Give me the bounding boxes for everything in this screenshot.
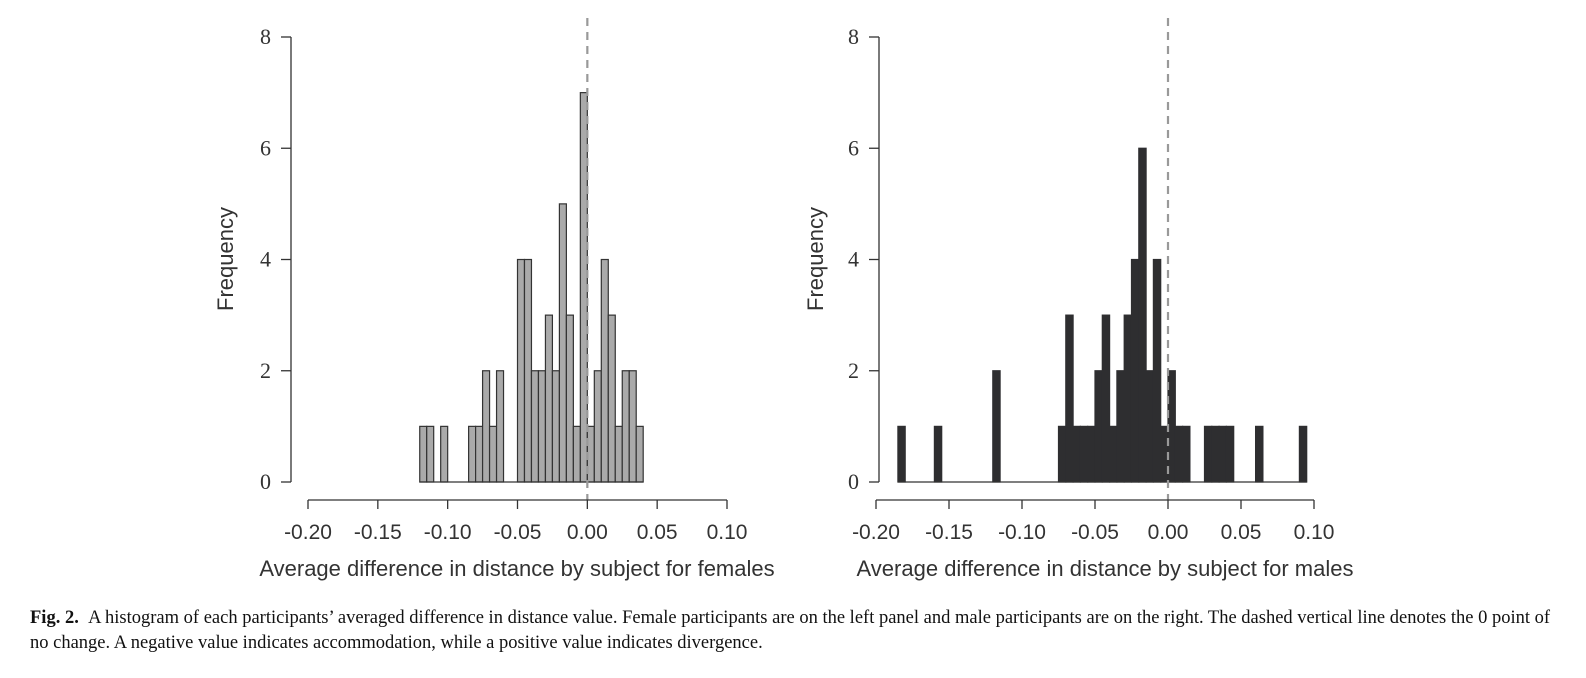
y-tick-label: 8 bbox=[260, 24, 271, 49]
figure-caption-text: A histogram of each participants’ averag… bbox=[30, 608, 1551, 653]
y-axis-label: Frequency bbox=[803, 207, 828, 311]
histogram-bar bbox=[468, 425, 477, 483]
histogram-bar bbox=[614, 425, 623, 483]
histogram-bar bbox=[475, 425, 484, 483]
x-tick-label: -0.10 bbox=[424, 521, 472, 544]
histogram-bar bbox=[593, 370, 602, 483]
histogram-bar bbox=[488, 425, 498, 483]
histogram-bar bbox=[607, 314, 616, 483]
x-tick-label: -0.10 bbox=[998, 521, 1046, 544]
histogram-bar bbox=[1065, 314, 1074, 483]
histogram-bar bbox=[530, 370, 540, 483]
histogram-bar bbox=[1254, 425, 1264, 483]
y-tick-label: 2 bbox=[848, 358, 859, 383]
histogram-bar bbox=[1116, 370, 1125, 483]
x-tick-label: 0.05 bbox=[1221, 521, 1262, 544]
x-tick-label: -0.20 bbox=[284, 521, 332, 544]
x-axis-label: Average difference in distance by subjec… bbox=[857, 556, 1354, 581]
y-tick-label: 0 bbox=[260, 469, 271, 494]
histogram-bar bbox=[419, 425, 428, 483]
x-tick-label: -0.05 bbox=[1071, 521, 1119, 544]
histogram-bar bbox=[933, 425, 943, 483]
y-tick-label: 8 bbox=[848, 24, 859, 49]
x-tick-label: -0.15 bbox=[925, 521, 973, 544]
histogram-bar bbox=[1101, 314, 1111, 483]
y-tick-label: 4 bbox=[260, 247, 271, 272]
histogram-bar bbox=[628, 370, 637, 483]
x-tick-label: 0.00 bbox=[1148, 521, 1189, 544]
histogram-bar bbox=[621, 370, 630, 483]
histogram-bar bbox=[558, 203, 567, 483]
histogram-bar bbox=[600, 258, 609, 483]
histogram-bar bbox=[1145, 370, 1154, 483]
histogram-bar bbox=[1123, 314, 1133, 483]
x-tick-label: 0.05 bbox=[637, 521, 678, 544]
histogram-bar bbox=[1211, 425, 1220, 483]
histogram-bar bbox=[426, 425, 435, 483]
male-histogram-panel: 0 2 4 6 8 -0.20 -0.15 -0.10 -0.05 0.00 0.05 0.10 Ave… bbox=[803, 18, 1353, 581]
histogram-bar bbox=[1181, 425, 1191, 483]
histogram-bar bbox=[1138, 147, 1147, 483]
histogram-bar bbox=[516, 258, 526, 483]
histogram-bar bbox=[440, 425, 449, 483]
x-tick-label: 0.10 bbox=[1294, 521, 1335, 544]
figure-caption: Fig. 2. A histogram of each participants… bbox=[30, 606, 1570, 656]
histogram-bar bbox=[1298, 425, 1308, 483]
x-tick-label: -0.15 bbox=[354, 521, 402, 544]
female-histogram-panel: 0 2 4 6 8 -0.20 -0.15 -0.10 -0.05 0.00 0.05 0.10 Ave… bbox=[213, 18, 775, 581]
histogram-bar bbox=[551, 370, 561, 483]
histogram-figure: 0 2 4 6 8 -0.20 -0.15 -0.10 -0.05 0.00 0.05 0.10 Ave… bbox=[213, 18, 1353, 581]
x-tick-label: 0.00 bbox=[567, 521, 608, 544]
histogram-bar bbox=[544, 314, 554, 483]
histogram-bar bbox=[495, 370, 505, 483]
histogram-bar bbox=[565, 314, 574, 483]
histogram-bar bbox=[1130, 258, 1140, 483]
x-tick-label: -0.05 bbox=[494, 521, 542, 544]
y-axis-label: Frequency bbox=[213, 207, 238, 311]
histogram-bar bbox=[1225, 425, 1235, 483]
histogram-bar bbox=[1218, 425, 1227, 483]
histogram-bar bbox=[572, 425, 581, 483]
histogram-bar bbox=[1174, 425, 1184, 483]
histogram-bar bbox=[1087, 425, 1096, 483]
x-tick-label: 0.10 bbox=[707, 521, 748, 544]
histogram-bar bbox=[1108, 425, 1118, 483]
histogram-bar bbox=[1079, 425, 1089, 483]
histogram-bar bbox=[635, 425, 644, 483]
y-tick-label: 0 bbox=[848, 469, 859, 494]
histogram-bar bbox=[897, 425, 906, 483]
histogram-bar bbox=[992, 370, 1001, 483]
histogram-bar bbox=[481, 370, 491, 483]
histogram-bar bbox=[1152, 258, 1162, 483]
histogram-bar bbox=[1094, 370, 1103, 483]
histogram-bar bbox=[537, 370, 547, 483]
histogram-bar bbox=[1057, 425, 1067, 483]
figure-caption-label: Fig. 2. bbox=[30, 608, 79, 628]
histogram-bar bbox=[523, 258, 533, 483]
y-tick-label: 6 bbox=[848, 135, 859, 160]
y-tick-label: 6 bbox=[260, 135, 271, 160]
histogram-bar bbox=[1203, 425, 1213, 483]
y-tick-label: 2 bbox=[260, 358, 271, 383]
x-axis-label: Average difference in distance by subjec… bbox=[259, 556, 774, 581]
y-tick-label: 4 bbox=[848, 247, 859, 272]
histogram-bar bbox=[1072, 425, 1081, 483]
x-tick-label: -0.20 bbox=[852, 521, 900, 544]
